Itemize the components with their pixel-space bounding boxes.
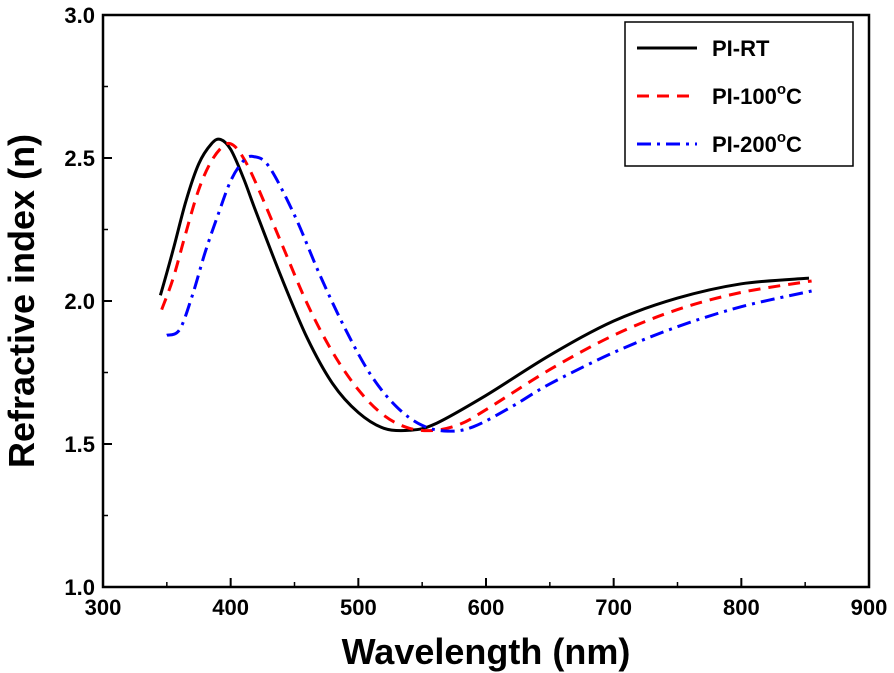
legend-label-main: PI-200 — [712, 132, 777, 157]
legend-label-2: PI-100oC — [712, 81, 802, 109]
y-tick-label: 1.0 — [64, 575, 95, 600]
legend-label-superscript: o — [777, 81, 786, 98]
series-line-pi-rt — [158, 137, 810, 433]
axis-ticks: 300 400 500 600 700 800 900 1.0 1.5 2.0 2.5 3.0 — [64, 3, 887, 620]
legend-label-main: PI-RT — [712, 36, 770, 61]
y-tick-label: 3.0 — [64, 3, 95, 28]
x-tick-label: 600 — [468, 595, 505, 620]
legend-label-unit: C — [786, 84, 802, 109]
legend-box — [624, 21, 854, 167]
y-tick-label: 1.5 — [64, 432, 95, 457]
legend-label-3: PI-200oC — [712, 129, 802, 157]
y-tick-label: 2.5 — [64, 146, 95, 171]
x-tick-label: 700 — [595, 595, 632, 620]
legend-label-1: PI-RT — [712, 36, 770, 61]
legend-label-unit: C — [786, 132, 802, 157]
x-tick-label: 400 — [212, 595, 249, 620]
legend-label-main: PI-100 — [712, 84, 777, 109]
x-tick-label: 800 — [723, 595, 760, 620]
x-axis-title: Wavelength (nm) — [342, 631, 631, 672]
legend-label-superscript: o — [777, 129, 786, 146]
x-tick-label: 900 — [851, 595, 888, 620]
y-tick-label: 2.0 — [64, 289, 95, 314]
series-line-pi-200oc — [166, 154, 812, 433]
series-line-pi-100oc — [160, 141, 812, 433]
x-tick-label: 500 — [340, 595, 377, 620]
series-group — [158, 137, 812, 433]
y-axis-title: Refractive index (n) — [1, 134, 42, 468]
x-tick-label: 300 — [85, 595, 122, 620]
